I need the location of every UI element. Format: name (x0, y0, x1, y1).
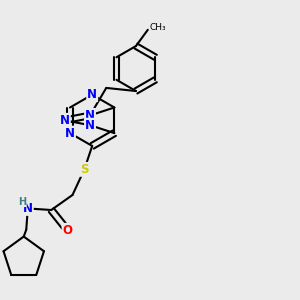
Text: N: N (23, 202, 33, 215)
Text: N: N (60, 114, 70, 127)
Text: CH₃: CH₃ (149, 23, 166, 32)
Text: H: H (18, 196, 26, 207)
Text: S: S (80, 163, 88, 176)
Text: N: N (87, 88, 97, 101)
Text: N: N (65, 127, 75, 140)
Text: N: N (85, 119, 95, 132)
Text: O: O (62, 224, 73, 237)
Text: N: N (85, 109, 95, 122)
